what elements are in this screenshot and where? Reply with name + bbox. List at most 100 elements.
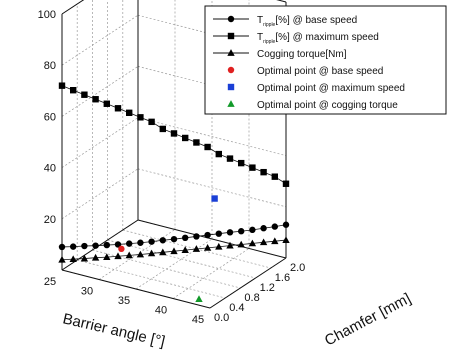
grid-line [135, 238, 213, 290]
data-point-square [182, 134, 189, 142]
data-point-circle [271, 223, 278, 230]
grid-line [61, 117, 139, 168]
optimal-points-layer [118, 195, 218, 303]
x-tick-label: 45 [192, 314, 204, 326]
data-point-triangle [271, 237, 279, 245]
data-point-triangle [80, 254, 89, 262]
legend-entry-label: Optimal point @ base speed [257, 66, 383, 77]
legend-entry-label: Tripple[%] @ base speed [257, 15, 357, 28]
legend-marker-triangle [227, 49, 235, 56]
data-point-circle [126, 240, 133, 247]
data-point-square [282, 180, 290, 187]
legend-box [204, 5, 447, 115]
grid-line [137, 168, 287, 208]
z-axis-ticks: 20 40 60 80 100 [38, 9, 56, 226]
legend-entry-label: Tripple[%] @ maximum speed [257, 32, 379, 45]
optimal-point-circle [118, 245, 125, 253]
data-point-triangle [103, 253, 111, 260]
grid-line [77, 259, 226, 299]
data-point-triangle [192, 245, 201, 252]
grid-line [172, 248, 250, 299]
data-point-triangle [215, 242, 223, 250]
data-point-triangle [259, 238, 268, 246]
data-point-square [260, 168, 267, 176]
data-point-triangle [136, 250, 145, 258]
y-tick-label: 1.6 [275, 272, 290, 284]
data-point-square [114, 105, 122, 112]
legend-marker-square [227, 83, 235, 91]
data-point-circle [226, 229, 234, 236]
data-point-circle [92, 242, 99, 249]
data-point-square [215, 150, 222, 158]
z-tick-label: 100 [38, 9, 56, 21]
data-point-circle [70, 243, 77, 250]
data-point-circle [58, 243, 66, 251]
box-edge [137, 219, 287, 259]
data-point-circle [238, 228, 245, 235]
data-point-square [204, 143, 211, 151]
data-point-circle [215, 230, 222, 237]
box-edge [209, 257, 287, 309]
optimal-point-triangle [195, 295, 203, 303]
data-point-circle [148, 238, 155, 245]
data-point-square [58, 82, 66, 89]
data-point-square [70, 87, 77, 94]
data-point-circle [282, 221, 290, 228]
optimal-point-square [211, 195, 218, 202]
z-tick-label: 20 [44, 214, 56, 226]
data-point-circle [81, 242, 88, 250]
data-point-square [271, 173, 278, 180]
data-point-triangle [159, 248, 167, 256]
data-point-triangle [248, 239, 257, 247]
data-point-square [137, 114, 144, 121]
z-tick-label: 40 [44, 163, 56, 175]
data-point-square [249, 164, 256, 171]
x-tick-label: 30 [81, 286, 93, 298]
data-point-square [148, 118, 155, 126]
x-tick-label: 40 [155, 305, 167, 317]
data-point-triangle [181, 246, 189, 253]
data-point-triangle [237, 240, 245, 248]
chamfer-ticks: 0.00.40.81.21.62.0 [214, 262, 305, 324]
data-point-triangle [69, 255, 77, 263]
data-point-triangle [91, 253, 100, 261]
chamfer-axis-label: Chamfer [mm] [322, 290, 414, 350]
x-tick-label: 35 [118, 295, 130, 307]
data-point-square [226, 155, 234, 162]
data-point-triangle [282, 236, 290, 243]
y-tick-label: 2.0 [290, 262, 305, 274]
data-point-triangle [114, 252, 122, 260]
data-point-square [159, 125, 166, 133]
data-point-circle [182, 234, 189, 241]
y-tick-label: 1.2 [260, 282, 275, 294]
data-point-triangle [125, 251, 133, 259]
data-point-square [103, 100, 110, 107]
box-edge [61, 0, 85, 15]
y-tick-label: 0.8 [244, 292, 259, 304]
data-point-square [92, 96, 99, 103]
grid-line [61, 14, 139, 66]
data-point-square [193, 139, 200, 146]
barrier-angle-ticks: 25 30 35 40 45 [44, 276, 204, 326]
data-point-circle [204, 231, 211, 239]
series-layer [58, 82, 290, 263]
legend-marker-circle [227, 66, 235, 74]
legend-marker-circle [227, 15, 235, 23]
grid-line [61, 168, 139, 220]
z-tick-label: 80 [44, 60, 56, 72]
legend-marker-triangle [227, 100, 235, 107]
grid-line [107, 239, 256, 279]
data-point-circle [137, 239, 144, 246]
data-point-triangle [147, 249, 156, 257]
data-point-triangle [226, 241, 234, 249]
data-point-square [81, 91, 88, 98]
y-tick-label: 0.4 [229, 302, 244, 314]
data-point-circle [114, 241, 122, 248]
data-point-circle [249, 226, 256, 234]
data-point-triangle [203, 244, 212, 251]
data-point-square [126, 109, 133, 116]
data-point-triangle [58, 255, 66, 263]
legend: Tripple[%] @ base speed Tripple[%] @ maxi… [204, 5, 447, 115]
